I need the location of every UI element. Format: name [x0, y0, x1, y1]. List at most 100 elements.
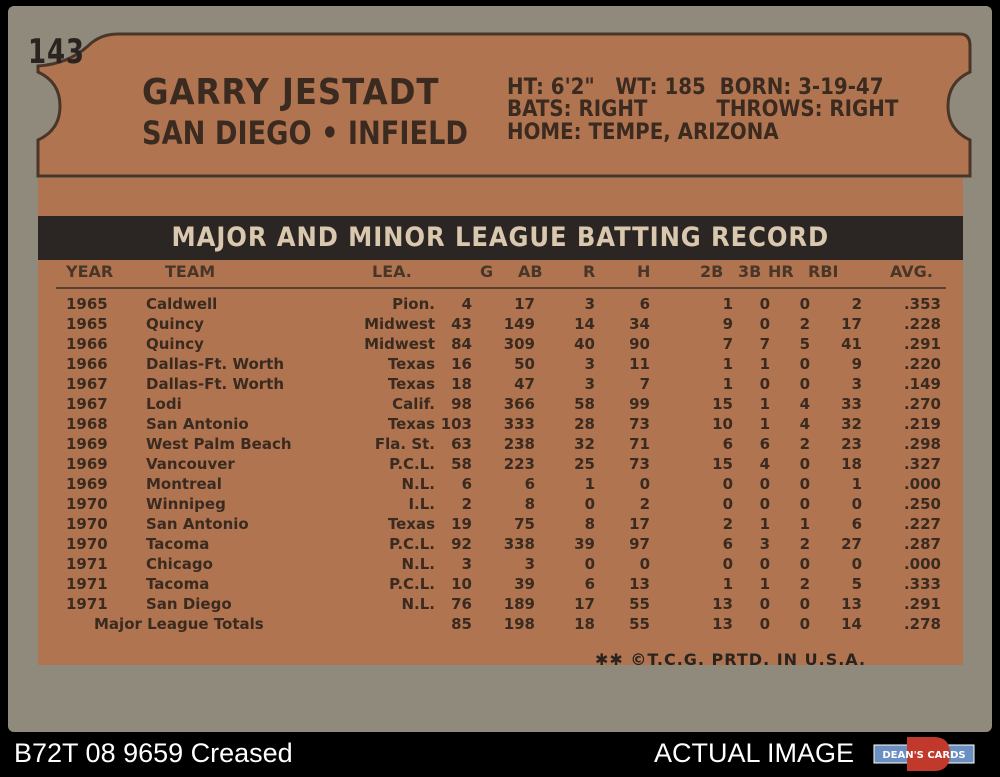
bio-line-2: BATS: RIGHT THROWS: RIGHT	[507, 97, 899, 122]
header-games: G	[480, 262, 494, 281]
cell-rbi: 23	[841, 435, 862, 453]
cell-runs: 39	[574, 535, 595, 553]
position: INFIELD	[347, 114, 469, 152]
cell-league: Texas	[387, 375, 435, 393]
cell-team: San Antonio	[146, 415, 249, 433]
cell-home-runs: 0	[799, 455, 810, 473]
cell-team: Tacoma	[146, 575, 210, 593]
cell-team: San Antonio	[146, 515, 249, 533]
cell-average: .000	[903, 475, 941, 493]
cell-team: Caldwell	[146, 295, 218, 313]
totals-rbi: 14	[841, 615, 862, 633]
totals-label: Major League Totals	[94, 615, 264, 633]
cell-average: .291	[903, 595, 941, 613]
header-divider	[56, 287, 946, 289]
cell-doubles: 1	[722, 355, 733, 373]
cell-year: 1965	[66, 315, 108, 333]
cell-league: Calif.	[392, 395, 435, 413]
cell-year: 1970	[66, 495, 108, 513]
cell-games: 6	[461, 475, 472, 493]
cell-home-runs: 0	[799, 595, 810, 613]
player-name: GARRY JESTADT	[142, 72, 440, 113]
team-name: SAN DIEGO	[142, 114, 312, 152]
cell-year: 1970	[66, 535, 108, 553]
cell-rbi: 0	[851, 555, 862, 573]
cell-home-runs: 0	[799, 375, 810, 393]
caption-left: B72T 08 9659 Creased	[14, 738, 293, 768]
cell-runs: 14	[574, 315, 595, 333]
cell-games: 2	[461, 495, 472, 513]
cell-team: Lodi	[146, 395, 182, 413]
cell-games: 98	[451, 395, 472, 413]
totals-hits: 55	[629, 615, 650, 633]
cell-runs: 28	[574, 415, 595, 433]
cell-triples: 7	[759, 335, 770, 353]
cell-hits: 73	[629, 415, 650, 433]
cell-hits: 17	[629, 515, 650, 533]
header-average: AVG.	[890, 262, 933, 281]
cell-games: 16	[451, 355, 472, 373]
team-position: SAN DIEGO • INFIELD	[142, 114, 468, 152]
record-title-bar: MAJOR AND MINOR LEAGUE BATTING RECORD	[38, 216, 963, 260]
caption-right: ACTUAL IMAGE	[654, 738, 855, 768]
cell-triples: 0	[759, 495, 770, 513]
cell-at-bats: 75	[514, 515, 535, 533]
cell-rbi: 1	[851, 475, 862, 493]
cell-games: 18	[451, 375, 472, 393]
cell-league: I.L.	[408, 495, 435, 513]
cell-year: 1969	[66, 435, 108, 453]
cell-league: Fla. St.	[374, 435, 435, 453]
cell-team: Quincy	[146, 335, 204, 353]
cell-year: 1966	[66, 355, 108, 373]
cell-hits: 6	[639, 295, 650, 313]
cell-league: N.L.	[401, 555, 435, 573]
cell-hits: 11	[629, 355, 650, 373]
cell-doubles: 10	[712, 415, 733, 433]
cell-triples: 1	[759, 355, 770, 373]
cell-games: 58	[451, 455, 472, 473]
cell-at-bats: 47	[514, 375, 535, 393]
cell-home-runs: 2	[799, 575, 810, 593]
cell-triples: 4	[759, 455, 770, 473]
cell-hits: 7	[639, 375, 650, 393]
separator-dot: •	[321, 114, 339, 152]
cell-at-bats: 50	[514, 355, 535, 373]
cell-triples: 0	[759, 595, 770, 613]
copyright-footer: ✱✱ ©T.C.G. PRTD. IN U.S.A.	[595, 650, 867, 669]
cell-runs: 1	[584, 475, 595, 493]
cell-rbi: 18	[841, 455, 862, 473]
cell-hits: 0	[639, 555, 650, 573]
cell-triples: 0	[759, 375, 770, 393]
cell-team: Dallas-Ft. Worth	[146, 375, 285, 393]
cell-at-bats: 8	[524, 495, 535, 513]
cell-rbi: 3	[851, 375, 862, 393]
cell-average: .228	[903, 315, 941, 333]
cell-games: 84	[451, 335, 472, 353]
cell-average: .149	[903, 375, 941, 393]
cell-runs: 40	[574, 335, 595, 353]
cell-at-bats: 223	[503, 455, 535, 473]
cell-rbi: 13	[841, 595, 862, 613]
cell-average: .327	[903, 455, 941, 473]
cell-runs: 0	[584, 555, 595, 573]
cell-average: .270	[903, 395, 941, 413]
cell-runs: 0	[584, 495, 595, 513]
cell-doubles: 6	[722, 535, 733, 553]
cell-year: 1968	[66, 415, 108, 433]
cell-doubles: 7	[722, 335, 733, 353]
cell-home-runs: 2	[799, 435, 810, 453]
cell-games: 3	[461, 555, 472, 573]
cell-doubles: 9	[722, 315, 733, 333]
record-title: MAJOR AND MINOR LEAGUE BATTING RECORD	[171, 222, 830, 253]
cell-doubles: 1	[722, 575, 733, 593]
cell-year: 1969	[66, 475, 108, 493]
cell-home-runs: 4	[799, 415, 810, 433]
cell-team: Montreal	[146, 475, 222, 493]
cell-league: P.C.L.	[389, 455, 435, 473]
cell-home-runs: 1	[799, 515, 810, 533]
cell-team: Chicago	[146, 555, 213, 573]
cell-rbi: 2	[851, 295, 862, 313]
cell-at-bats: 3	[524, 555, 535, 573]
header-league: LEA.	[372, 262, 412, 281]
card-number: 143	[28, 32, 85, 72]
